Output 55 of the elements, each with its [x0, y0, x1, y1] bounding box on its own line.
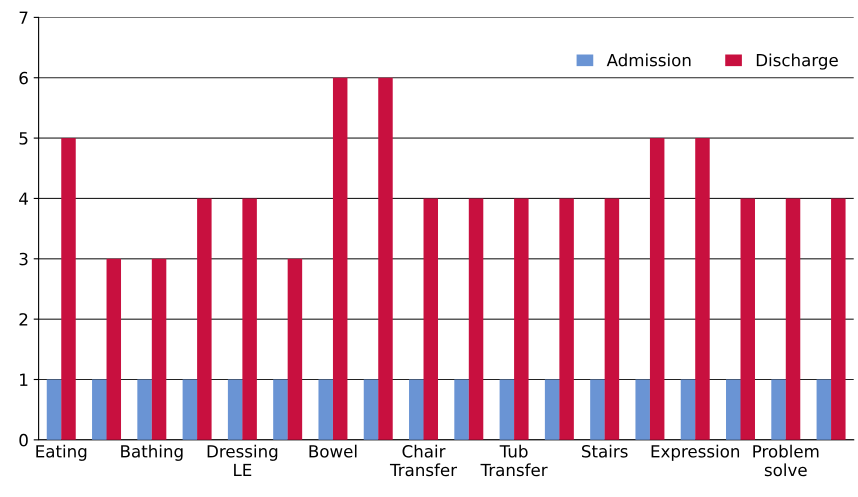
bar — [332, 78, 348, 440]
x-tick-label: Dressing LE — [208, 444, 278, 476]
bar — [288, 258, 302, 440]
legend-label: Discharge — [756, 54, 838, 70]
bar — [604, 198, 620, 440]
bar — [771, 379, 786, 440]
bar — [424, 198, 438, 440]
bar — [378, 78, 393, 440]
bar — [831, 198, 846, 440]
x-tick-label: Stairs — [582, 444, 628, 458]
x-tick-label: Expression — [652, 444, 740, 461]
bar — [635, 379, 650, 440]
bar — [409, 379, 424, 440]
bar — [137, 379, 152, 440]
bar — [740, 198, 755, 440]
y-tick-label: 1 — [20, 374, 28, 386]
bar — [152, 258, 166, 440]
y-tick-label: 3 — [20, 252, 28, 266]
bar — [92, 379, 107, 440]
bar — [590, 379, 605, 440]
y-tick-label: 2 — [20, 313, 28, 326]
x-tick-label: Chair Transfer — [390, 444, 458, 476]
y-tick-label: 6 — [19, 72, 28, 84]
bar — [786, 198, 800, 440]
bar — [514, 198, 529, 440]
y-tick-label: 0 — [19, 434, 28, 446]
bar — [228, 379, 242, 440]
bar — [468, 198, 484, 440]
bar — [680, 379, 696, 440]
x-tick-label: Bowel — [310, 444, 356, 458]
bar — [273, 379, 288, 440]
bar — [816, 379, 832, 440]
bar — [61, 138, 76, 440]
x-tick-label: Bathing — [121, 444, 183, 461]
bar — [544, 379, 560, 440]
bar — [242, 198, 257, 440]
legend-label: Admission — [606, 54, 690, 66]
bar — [318, 379, 333, 440]
x-tick-label: Eating — [36, 444, 86, 461]
y-tick-label: 7 — [20, 12, 28, 24]
bar — [500, 379, 514, 440]
bar — [106, 258, 122, 440]
y-tick-label: 4 — [19, 192, 28, 205]
bar — [695, 138, 710, 440]
bar — [726, 379, 740, 440]
bar — [454, 379, 469, 440]
bar — [650, 138, 664, 440]
bar — [559, 198, 574, 440]
bar — [364, 379, 378, 440]
bar — [197, 198, 212, 440]
x-tick-label: Tub Transfer — [480, 444, 548, 476]
bar — [46, 379, 62, 440]
y-tick-label: 5 — [20, 132, 28, 145]
bar — [182, 379, 198, 440]
x-tick-label: Problem solve — [753, 444, 818, 476]
